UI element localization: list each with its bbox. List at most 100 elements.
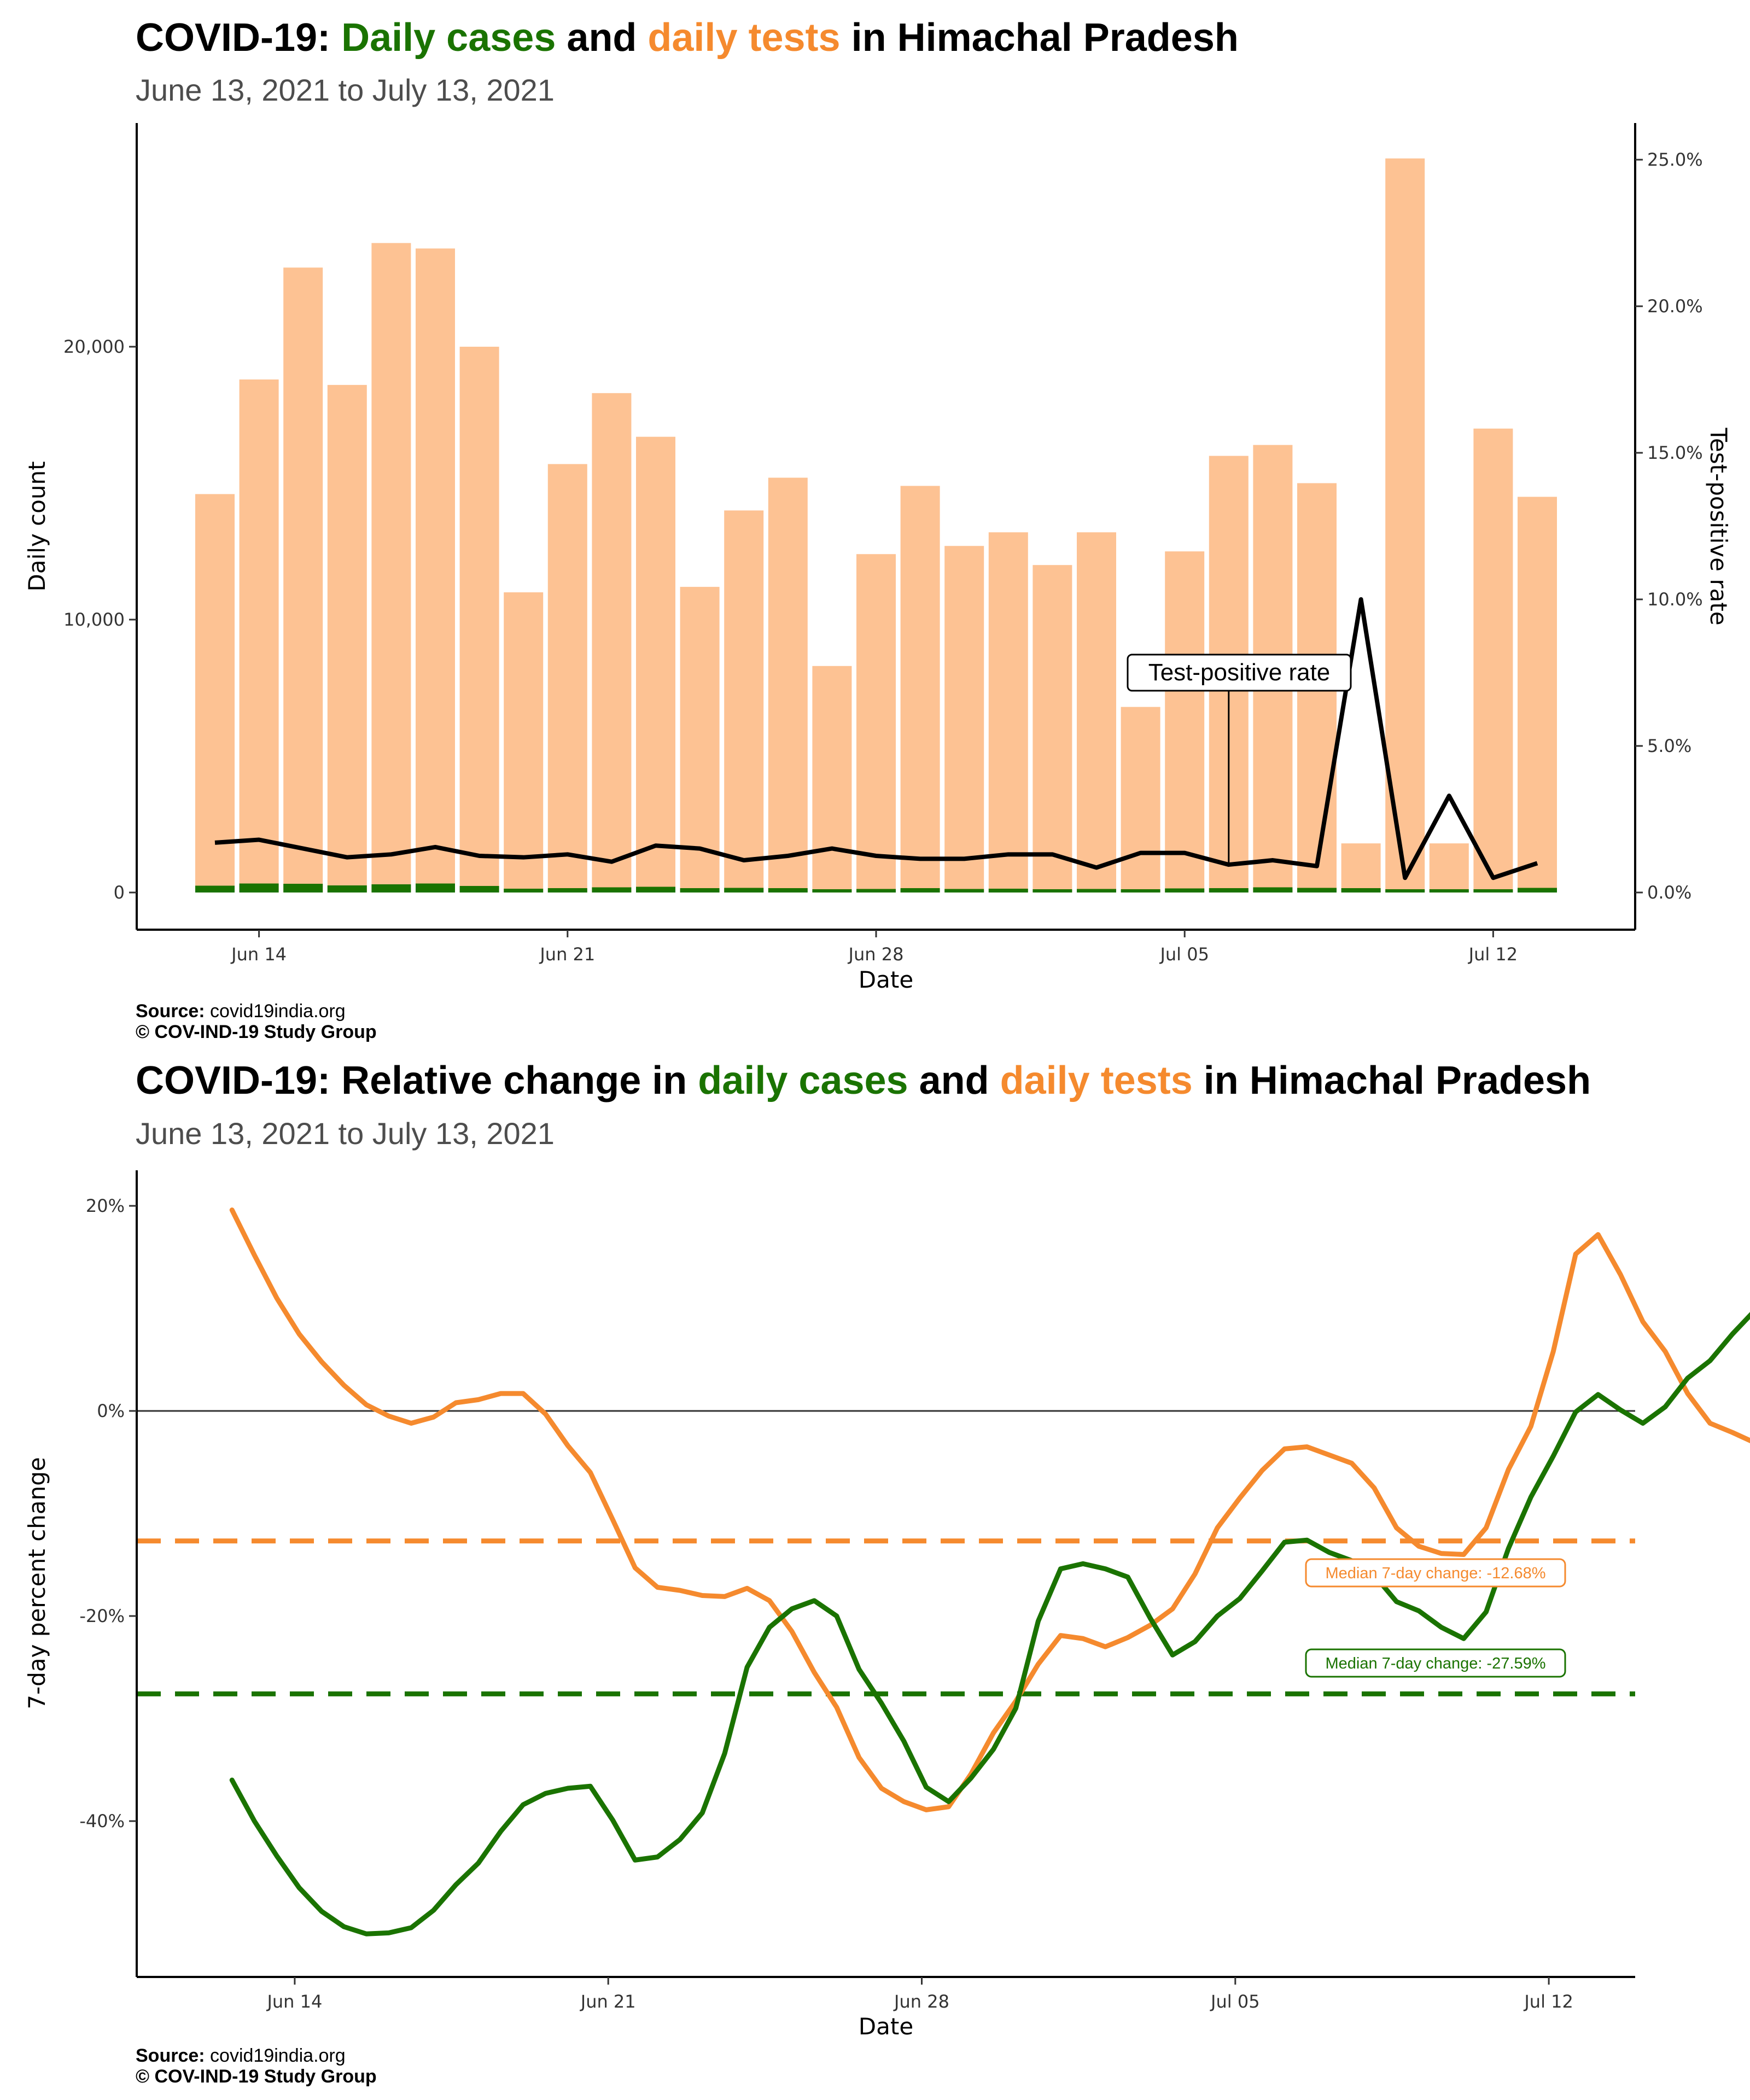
x-tick-label-2-4: Jul 12 bbox=[1523, 1991, 1573, 2012]
cases-bar-10 bbox=[636, 886, 675, 892]
cases-bar-20 bbox=[1077, 889, 1116, 892]
median-label-0: Median 7-day change: -12.68% bbox=[1325, 1565, 1545, 1582]
tests-bar-0 bbox=[195, 494, 235, 892]
chart2-source-value: covid19india.org bbox=[205, 2045, 346, 2066]
x-tick-label-3: Jul 05 bbox=[1159, 944, 1209, 965]
tests-bar-29 bbox=[1473, 428, 1513, 892]
y-axis-title: Daily count bbox=[24, 461, 50, 591]
cases-change-line bbox=[229, 1312, 1750, 1936]
chart2-copyright: © COV-IND-19 Study Group bbox=[136, 2066, 377, 2087]
tests-bar-20 bbox=[1077, 532, 1116, 892]
tests-bar-14 bbox=[812, 666, 852, 892]
y2-tick-label-3: 15.0% bbox=[1647, 442, 1703, 463]
chart1-title-and: and bbox=[556, 16, 648, 60]
x-tick-label-2-3: Jul 05 bbox=[1210, 1991, 1260, 2012]
y2-tick-label-5: 25.0% bbox=[1647, 149, 1703, 170]
x-tick-label-0: Jun 14 bbox=[230, 944, 287, 965]
chart1-subtitle: June 13, 2021 to July 13, 2021 bbox=[136, 73, 555, 107]
cases-bar-13 bbox=[768, 888, 808, 892]
tests-bar-4 bbox=[371, 243, 411, 892]
chart1-title-tests: daily tests bbox=[648, 16, 841, 60]
y-tick-label-0: 0 bbox=[114, 882, 125, 903]
cases-bar-9 bbox=[592, 887, 632, 892]
tests-bar-15 bbox=[856, 554, 896, 892]
chart1-title-suffix: in Himachal Pradesh bbox=[840, 16, 1239, 60]
tests-bar-1 bbox=[239, 379, 279, 892]
cases-bar-29 bbox=[1473, 889, 1513, 892]
chart2-title-tests: daily tests bbox=[1000, 1059, 1193, 1102]
tests-bar-8 bbox=[547, 464, 587, 892]
cases-bar-28 bbox=[1429, 889, 1469, 892]
tpr-line bbox=[214, 597, 1538, 880]
chart2-source: Source: covid19india.org bbox=[136, 2045, 346, 2066]
chart2-title-cases: daily cases bbox=[698, 1059, 908, 1102]
tests-bar-21 bbox=[1121, 707, 1160, 892]
cases-bar-12 bbox=[724, 888, 764, 892]
y-tick-label-1: 10,000 bbox=[63, 609, 125, 630]
cases-bar-21 bbox=[1121, 889, 1160, 892]
tests-bar-2 bbox=[283, 267, 323, 892]
y2-tick-label-1: 5.0% bbox=[1647, 736, 1691, 756]
chart2-title-suffix: in Himachal Pradesh bbox=[1192, 1059, 1591, 1102]
cases-bar-0 bbox=[195, 885, 235, 892]
y-tick-label-2: 20,000 bbox=[63, 336, 125, 357]
tests-bar-30 bbox=[1518, 497, 1557, 892]
chart2-plot: Median 7-day change: -12.68% Median 7-day… bbox=[24, 1170, 1750, 2040]
cases-bar-24 bbox=[1253, 887, 1293, 892]
median-label-1: Median 7-day change: -27.59% bbox=[1325, 1655, 1545, 1672]
tests-bar-3 bbox=[327, 384, 367, 892]
chart1-plot: Test-positive rate 0 10,000 20,000 0.0% 5.0% 1… bbox=[24, 123, 1732, 993]
chart1-source-value: covid19india.org bbox=[205, 1001, 346, 1022]
cases-bar-30 bbox=[1518, 888, 1557, 892]
cases-bar-26 bbox=[1341, 888, 1381, 892]
cases-bar-25 bbox=[1297, 888, 1337, 892]
cases-bar-18 bbox=[988, 889, 1028, 892]
x-axis-title: Date bbox=[859, 966, 913, 993]
chart2-subtitle: June 13, 2021 to July 13, 2021 bbox=[136, 1116, 555, 1151]
chart1-title: COVID-19: Daily cases and daily tests in… bbox=[136, 15, 1239, 60]
tests-bar-17 bbox=[944, 546, 984, 892]
x-tick-label-2-1: Jun 21 bbox=[580, 1991, 636, 2012]
chart2-title-prefix: COVID-19: Relative change in bbox=[136, 1059, 698, 1102]
cases-bar-2 bbox=[283, 884, 323, 892]
x-tick-label-4: Jul 12 bbox=[1468, 944, 1518, 965]
cases-bar-3 bbox=[327, 885, 367, 892]
cases-bar-4 bbox=[371, 884, 411, 892]
cases-bar-8 bbox=[547, 888, 587, 892]
y-tick-label-2-0: 20% bbox=[86, 1195, 125, 1216]
cases-bar-22 bbox=[1165, 888, 1205, 892]
median-label-box-1 bbox=[1305, 1648, 1566, 1678]
cases-bar-15 bbox=[856, 889, 896, 892]
cases-bar-16 bbox=[900, 888, 940, 892]
x-axis-title-2: Date bbox=[859, 2013, 913, 2040]
y2-tick-label-2: 10.0% bbox=[1647, 589, 1703, 610]
tests-change-line bbox=[229, 1208, 1750, 1812]
tpr-annotation-label: Test-positive rate bbox=[1148, 659, 1331, 686]
x-tick-label-2-0: Jun 14 bbox=[266, 1991, 322, 2012]
y2-axis-title: Test-positive rate bbox=[1705, 427, 1732, 625]
chart2-title-and: and bbox=[908, 1059, 1000, 1102]
cases-bar-27 bbox=[1385, 889, 1425, 892]
tests-bar-22 bbox=[1165, 551, 1205, 892]
chart1-source: Source: covid19india.org bbox=[136, 1001, 346, 1022]
x-tick-label-2-2: Jun 28 bbox=[893, 1991, 949, 2012]
tests-bar-5 bbox=[416, 248, 455, 892]
y-tick-label-2-3: -40% bbox=[79, 1811, 125, 1831]
chart2-title: COVID-19: Relative change in daily cases… bbox=[136, 1058, 1591, 1103]
tests-bar-13 bbox=[768, 477, 808, 892]
tests-bar-27 bbox=[1385, 158, 1425, 893]
tests-bar-6 bbox=[459, 347, 499, 892]
y2-tick-label-4: 20.0% bbox=[1647, 296, 1703, 317]
tests-bar-10 bbox=[636, 436, 675, 892]
chart1-source-label: Source: bbox=[136, 1001, 205, 1022]
tests-bar-19 bbox=[1032, 565, 1072, 892]
cases-bar-14 bbox=[812, 889, 852, 892]
cases-bar-19 bbox=[1032, 889, 1072, 892]
cases-bar-6 bbox=[459, 886, 499, 892]
tests-bar-12 bbox=[724, 510, 764, 892]
cases-bar-7 bbox=[504, 889, 544, 892]
chart1-title-cases: Daily cases bbox=[341, 16, 556, 60]
cases-bar-1 bbox=[239, 883, 279, 892]
tests-bar-26 bbox=[1341, 843, 1381, 892]
tests-bar-28 bbox=[1429, 843, 1469, 892]
